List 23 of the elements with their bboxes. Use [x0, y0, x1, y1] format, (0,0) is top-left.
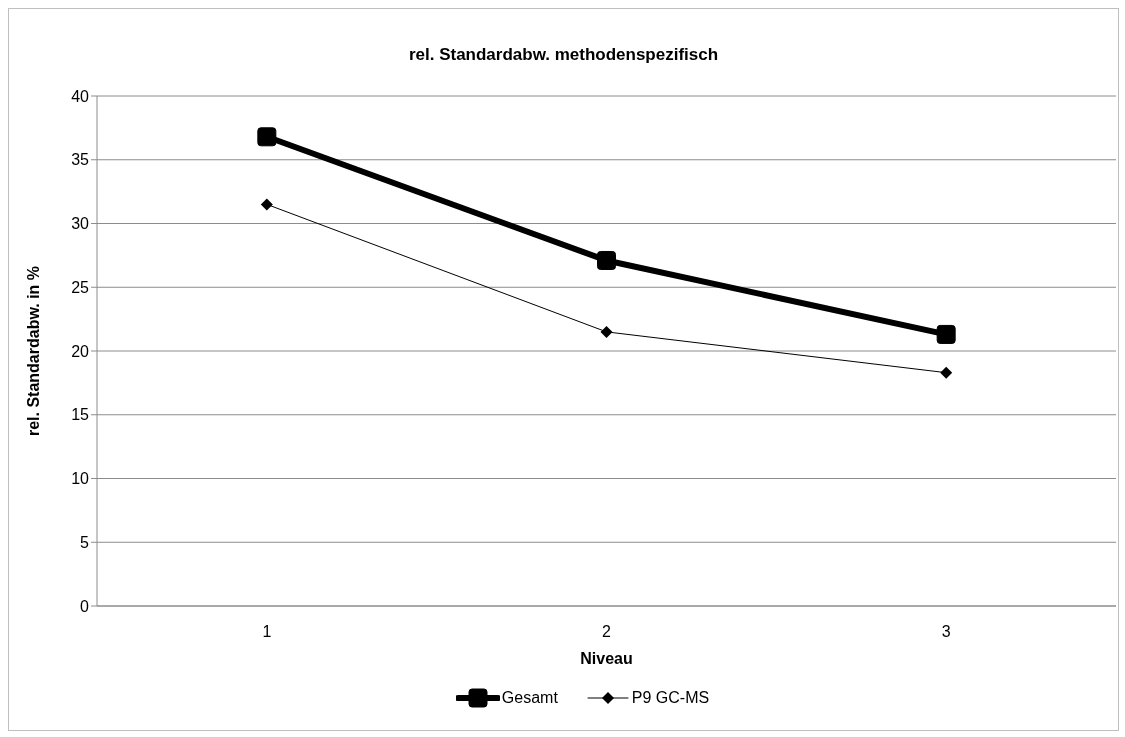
y-tick-label: 0 — [80, 597, 90, 615]
legend-label: Gesamt — [501, 689, 558, 707]
chart-title: rel. Standardabw. methodenspezifisch — [407, 45, 720, 65]
x-tick-label: 2 — [602, 623, 612, 641]
y-tick-label: 10 — [71, 470, 90, 488]
point — [597, 250, 616, 270]
y-tick-label: 5 — [80, 533, 90, 551]
y-tick-label: 25 — [71, 278, 90, 296]
point — [936, 324, 956, 344]
x-tick-label: 1 — [262, 623, 272, 641]
point — [260, 198, 273, 211]
point — [257, 127, 277, 147]
x-tick-label: 3 — [941, 623, 951, 641]
y-tick-label: 35 — [71, 151, 90, 169]
y-axis-title: rel. Standardabw. in % — [24, 265, 42, 437]
point — [940, 366, 953, 379]
point — [600, 325, 613, 338]
legend-label: P9 GC-MS — [631, 689, 710, 707]
y-tick-label: 15 — [71, 406, 90, 424]
y-tick-label: 30 — [71, 215, 90, 233]
y-tick-label: 20 — [71, 342, 90, 360]
y-tick-label: 40 — [71, 87, 90, 105]
x-axis-title: Niveau — [580, 650, 633, 667]
